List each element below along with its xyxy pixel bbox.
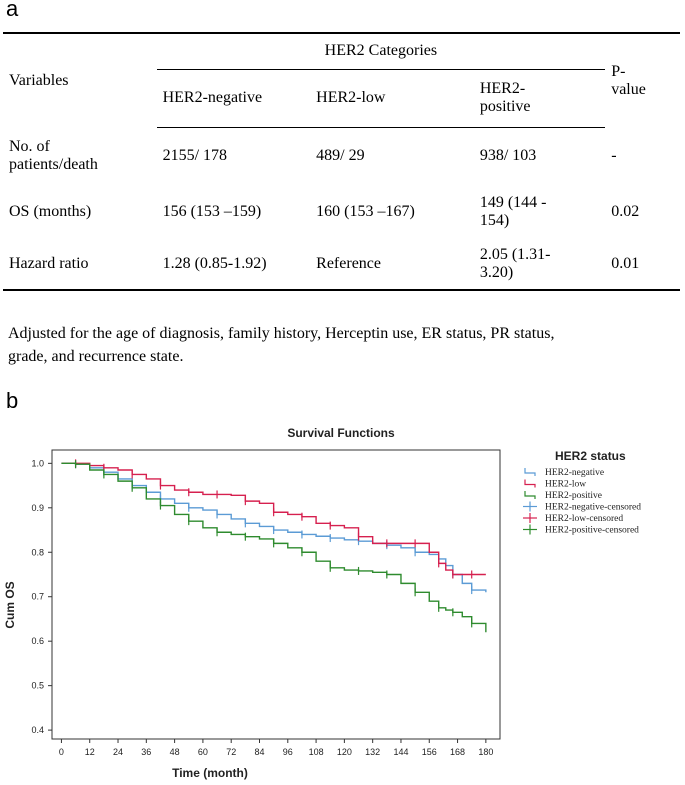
y-tick-label: 1.0 — [31, 458, 44, 468]
panel-b-label: b — [6, 388, 19, 413]
legend-title: HER2 status — [555, 449, 626, 463]
legend-item-label: HER2-low — [545, 480, 586, 490]
survival-chart: Survival Functions Time (month) Cum OS 0… — [3, 426, 641, 780]
row-label: Hazard ratio — [3, 238, 157, 291]
legend-item-label: HER2-positive — [545, 491, 602, 501]
col-her2-positive-line1: HER2- — [479, 80, 526, 97]
legend-item-label: HER2-positive-censored — [545, 526, 639, 536]
pvalue-cell: 0.01 — [605, 238, 680, 291]
table-row: OS (months) 156 (153 –159) 160 (153 –167… — [3, 185, 680, 238]
variables-header: Variables — [3, 32, 157, 127]
legend-line-symbol — [524, 491, 536, 499]
her2-categories-header: HER2 Categories — [156, 32, 606, 70]
km-curve-her2-positive — [61, 462, 487, 633]
x-tick-label: 84 — [254, 747, 264, 757]
table-row: Hazard ratio 1.28 (0.85-1.92) Reference … — [3, 238, 680, 291]
y-tick-label: 0.7 — [31, 592, 44, 602]
pvalue-header-line2: value — [611, 80, 646, 98]
table-cell: 156 (153 –159) — [162, 202, 262, 220]
axes: 0 12 24 36 48 60 72 84 96 108 120 132 144 156 168 180 0.… — [31, 449, 501, 757]
x-tick-label: 144 — [393, 747, 408, 757]
footnote-line: grade, and recurrence state. — [8, 348, 184, 365]
table-cell: 489/ 29 — [316, 147, 365, 165]
col-her2-low: HER2-low — [310, 69, 474, 128]
table-cell: 2.05 (1.31- 3.20) — [473, 238, 606, 291]
y-tick-label: 0.6 — [31, 636, 44, 646]
y-tick-label: 0.5 — [31, 681, 44, 691]
legend-item-label: HER2-negative-censored — [545, 503, 641, 513]
panel-a-label: a — [6, 0, 19, 21]
x-tick-label: 60 — [198, 747, 208, 757]
table-cell: 1.28 (0.85-1.92) — [156, 238, 311, 291]
legend-item-label: HER2-low-censored — [545, 514, 623, 524]
legend-line-symbol — [524, 479, 536, 488]
table-cell: Reference — [310, 238, 474, 291]
x-tick-label: 132 — [365, 747, 380, 757]
her2-table: Variables HER2 Categories P- value HER2-… — [3, 32, 680, 291]
pvalue-cell: 0.02 — [611, 202, 640, 220]
col-her2-negative: HER2-negative — [156, 69, 311, 128]
row-label-line: patients/death — [9, 156, 98, 173]
x-tick-label: 36 — [141, 747, 151, 757]
cell-line: 3.20) — [479, 263, 514, 281]
curves — [61, 459, 487, 633]
x-tick-label: 0 — [59, 747, 64, 757]
x-tick-label: 72 — [226, 747, 236, 757]
table-cell: 149 (144 - 154) — [474, 185, 605, 238]
pvalue-header: P- value — [605, 32, 680, 127]
table-cell: 938/ 103 — [479, 147, 537, 165]
y-tick-label: 0.9 — [31, 503, 44, 513]
legend: HER2 status HER2-negativeHER2-lowHER2-po… — [523, 449, 641, 536]
table-row: No. of patients/death 2155/ 178 489/ 29 … — [3, 127, 680, 185]
footnote: Adjusted for the age of diagnosis, famil… — [8, 322, 678, 368]
plot-frame — [51, 449, 501, 740]
x-tick-label: 120 — [337, 747, 352, 757]
row-label: No. of patients/death — [3, 127, 157, 185]
chart-title: Survival Functions — [287, 426, 395, 440]
footnote-line: Adjusted for the age of diagnosis, famil… — [8, 325, 555, 342]
x-tick-label: 168 — [450, 747, 465, 757]
pvalue-cell: - — [611, 147, 617, 164]
x-tick-label: 108 — [309, 747, 324, 757]
table-cell: 2155/ 178 — [162, 147, 228, 165]
legend-line-symbol — [524, 468, 536, 476]
x-tick-label: 24 — [113, 747, 123, 757]
col-her2-positive-line2: positive — [479, 98, 531, 115]
cell-line: 149 (144 - — [479, 193, 547, 211]
row-label-line: No. of — [9, 138, 50, 155]
table-cell: 160 (153 –167) — [316, 202, 415, 220]
x-tick-label: 180 — [478, 747, 493, 757]
x-tick-label: 12 — [85, 747, 95, 757]
col-her2-positive: HER2- positive — [473, 69, 606, 128]
x-tick-label: 48 — [170, 747, 180, 757]
x-tick-label: 156 — [422, 747, 437, 757]
y-axis-label: Cum OS — [3, 581, 17, 628]
cell-line: 2.05 (1.31- — [479, 245, 551, 263]
x-tick-label: 96 — [283, 747, 293, 757]
row-label: OS (months) — [9, 202, 92, 220]
km-curve-her2-low — [61, 462, 486, 576]
y-tick-label: 0.8 — [31, 547, 44, 557]
x-axis-label: Time (month) — [172, 766, 248, 780]
pvalue-header-line1: P- — [611, 62, 626, 80]
cell-line: 154) — [479, 211, 510, 229]
y-tick-label: 0.4 — [31, 725, 44, 735]
legend-item-label: HER2-negative — [545, 468, 604, 478]
